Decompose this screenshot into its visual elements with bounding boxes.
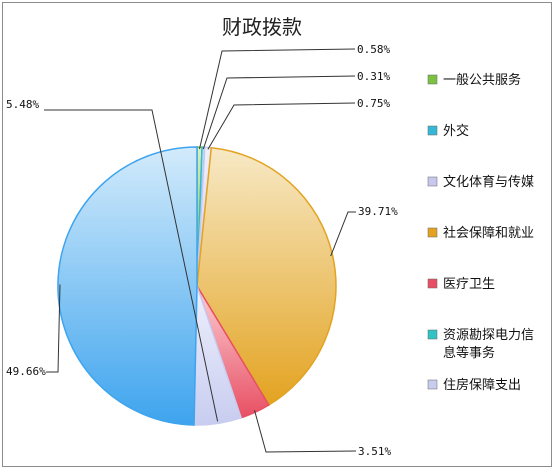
legend-label: 文化体育与传媒 [443, 174, 534, 190]
data-labels: 0.58% 0.31% 0.75% 39.71% 3.51% 5.48% 49.66% [6, 43, 398, 458]
data-label: 0.58% [357, 43, 390, 56]
data-label: 5.48% [6, 98, 39, 111]
legend-item: 住房保障支出 [427, 377, 521, 393]
legend-label: 一般公共服务 [443, 72, 521, 88]
legend-swatch [427, 227, 438, 238]
legend-item: 一般公共服务 [427, 72, 521, 88]
legend-item: 医疗卫生 [427, 277, 495, 292]
legend-item: 外交 [427, 123, 469, 139]
legend: 一般公共服务外交文化体育与传媒社会保障和就业医疗卫生资源勘探电力信息等事务住房保… [427, 72, 534, 393]
legend-swatch [427, 329, 438, 340]
leader-line [44, 109, 219, 422]
legend-item: 社会保障和就业 [427, 225, 534, 241]
legend-label: 社会保障和就业 [443, 225, 534, 241]
leader-line [46, 284, 61, 373]
legend-swatch [427, 74, 438, 85]
leader-line [330, 211, 356, 257]
data-label: 0.31% [357, 70, 390, 83]
data-label: 3.51% [358, 445, 391, 458]
legend-label: 医疗卫生 [443, 277, 495, 292]
slice-4 [196, 146, 337, 407]
slice-8 [57, 146, 198, 426]
legend-swatch [427, 379, 438, 390]
leader-lines [44, 48, 357, 453]
chart-title: 财政拨款 [222, 15, 302, 39]
pie-slices [57, 146, 337, 426]
leader-line [207, 102, 356, 150]
legend-label: 息等事务 [443, 345, 495, 361]
legend-swatch [427, 176, 438, 187]
legend-label: 外交 [443, 123, 469, 139]
leader-line [199, 48, 356, 150]
data-label: 0.75% [357, 97, 390, 110]
legend-swatch [427, 278, 438, 289]
legend-swatch [427, 125, 438, 136]
legend-item: 文化体育与传媒 [427, 174, 534, 190]
leader-line [202, 75, 356, 150]
legend-label: 资源勘探电力信 [443, 328, 534, 343]
data-label: 39.71% [358, 205, 398, 218]
leader-line [254, 410, 357, 453]
data-label: 49.66% [6, 365, 46, 378]
legend-label: 住房保障支出 [443, 377, 521, 393]
